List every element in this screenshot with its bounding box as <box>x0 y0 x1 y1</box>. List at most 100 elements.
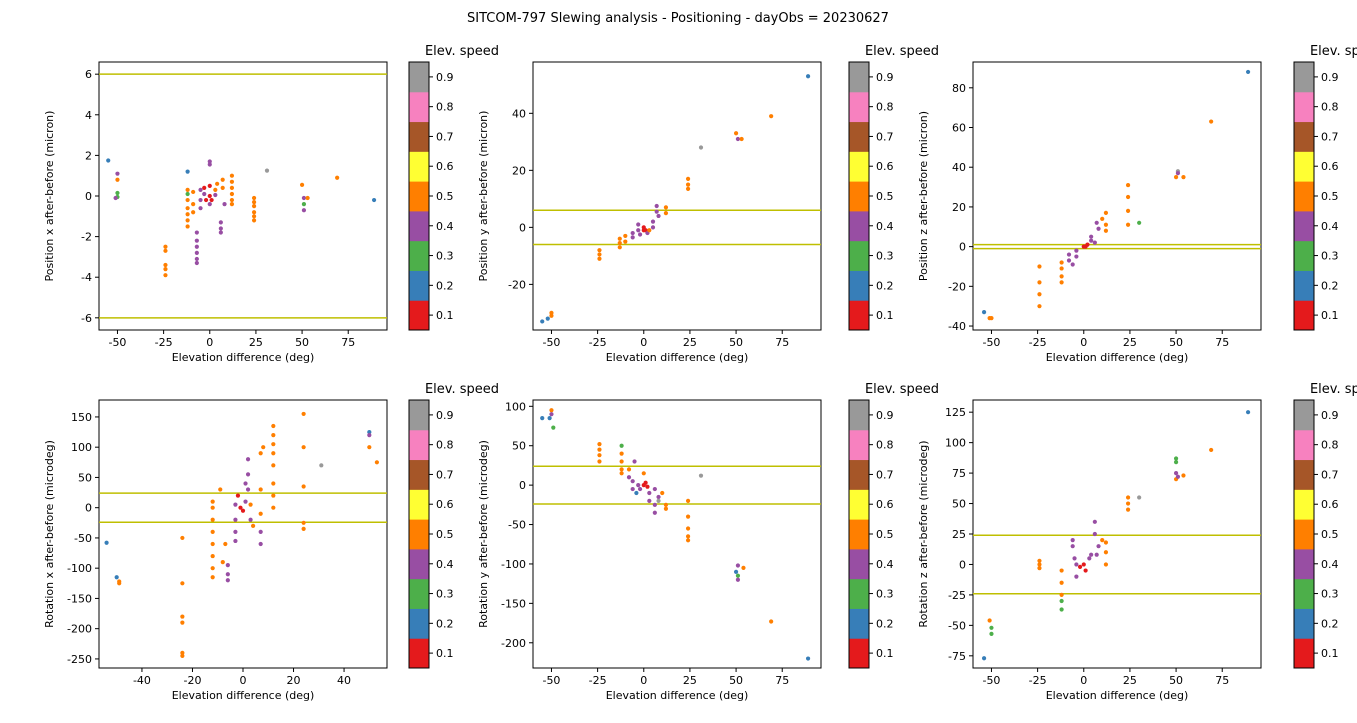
data-point <box>218 230 223 235</box>
y-tick-label: 50 <box>512 440 526 453</box>
colorbar-segment <box>409 519 429 550</box>
colorbar: 0.1 0.2 0.3 0.4 0.5 0.6 0.7 0.8 0.9 Elev. speed <box>1293 44 1357 331</box>
x-tick-label: 50 <box>295 336 309 349</box>
data-point <box>1209 447 1214 453</box>
data-point <box>194 230 199 235</box>
data-point <box>213 192 218 198</box>
x-tick-label: -50 <box>982 674 1000 687</box>
data-point <box>1037 280 1042 285</box>
data-point <box>251 523 256 528</box>
colorbar-tick-label: 0.9 <box>876 409 894 422</box>
data-point <box>1175 171 1181 176</box>
subplot-2: -50 -25 0 25 50 75 -20 0 20 40 Elevation differenc… <box>477 44 939 364</box>
colorbar-segment <box>849 270 869 301</box>
data-point <box>233 517 238 522</box>
colorbar-segment <box>849 210 869 242</box>
colorbar-tick-label: 0.2 <box>876 617 894 630</box>
colorbar-segment <box>849 489 869 520</box>
colorbar-tick-label: 0.3 <box>1321 250 1339 263</box>
y-tick-label: 40 <box>512 107 526 120</box>
data-point <box>115 190 120 196</box>
colorbar-segment <box>409 489 429 520</box>
colorbar-tick-label: 0.2 <box>876 279 894 292</box>
data-point <box>1092 240 1097 245</box>
data-point <box>222 202 227 207</box>
data-point <box>243 499 248 504</box>
colorbar-segment <box>409 608 429 639</box>
data-point <box>1087 556 1092 561</box>
y-tick-label: 75 <box>952 467 966 480</box>
data-point <box>185 212 190 217</box>
colorbar-tick-label: 0.5 <box>876 528 894 541</box>
data-point <box>194 256 199 262</box>
colorbar-segment <box>409 240 429 271</box>
colorbar-tick-label: 0.3 <box>436 250 454 263</box>
data-point <box>229 191 235 197</box>
data-point <box>741 565 746 570</box>
data-point <box>597 442 602 447</box>
y-tick-label: 80 <box>952 82 966 95</box>
data-point <box>1125 208 1131 213</box>
data-point <box>198 187 203 193</box>
colorbar-label: Elev. speed <box>425 44 499 59</box>
colorbar-segment <box>1294 548 1314 580</box>
data-point <box>210 517 215 522</box>
y-axis-label: Rotation x after-before (microdeg) <box>43 440 56 628</box>
data-point <box>619 443 624 448</box>
data-point <box>685 498 691 503</box>
data-point <box>1094 220 1099 225</box>
subplot-3: -50 -25 0 25 50 75 -40 -20 0 20 40 60 80 Elevation di… <box>917 44 1357 364</box>
data-point <box>1070 544 1075 549</box>
subplot-6: -50 -25 0 25 50 75 -75 -50 -25 0 25 50 75 100 125 Eleva… <box>917 382 1357 702</box>
data-point <box>1125 507 1131 512</box>
colorbar-tick-label: 0.9 <box>1321 409 1339 422</box>
colorbar-tick-label: 0.9 <box>876 71 894 84</box>
y-tick-label: 100 <box>945 437 966 450</box>
data-point <box>115 171 120 176</box>
colorbar-tick-label: 0.3 <box>1321 588 1339 601</box>
colorbar-segment <box>849 91 869 123</box>
colorbar-tick-label: 0.5 <box>436 190 454 203</box>
data-point <box>630 486 635 492</box>
data-point <box>185 197 190 203</box>
data-point <box>198 197 203 203</box>
y-tick-label: 60 <box>952 122 966 135</box>
data-point <box>202 191 207 197</box>
data-point <box>1092 519 1097 524</box>
colorbar-segment <box>1294 121 1314 152</box>
data-point <box>617 245 622 250</box>
colorbar-segment <box>1294 519 1314 550</box>
plot-content <box>99 411 387 659</box>
data-point <box>735 563 741 568</box>
data-point <box>652 486 657 492</box>
data-point <box>597 248 602 253</box>
x-tick-label: -20 <box>183 674 201 687</box>
data-point <box>367 445 372 450</box>
y-tick-label: -20 <box>508 278 526 291</box>
colorbar-tick-label: 0.6 <box>1321 160 1339 173</box>
data-point <box>1089 552 1094 557</box>
data-point <box>301 445 306 450</box>
y-tick-label: -250 <box>67 653 92 666</box>
y-tick-label: 150 <box>71 411 92 424</box>
data-point <box>733 569 739 574</box>
colorbar-tick-label: 0.4 <box>436 558 454 571</box>
data-point <box>685 176 691 181</box>
data-point <box>1037 304 1042 309</box>
colorbar-tick-label: 0.7 <box>876 130 894 143</box>
x-tick-label: -50 <box>982 336 1000 349</box>
colorbar-tick-label: 0.8 <box>1321 101 1339 114</box>
data-point <box>202 185 207 190</box>
data-point <box>1074 248 1079 253</box>
data-point <box>636 483 641 488</box>
data-point <box>301 520 306 525</box>
y-tick-label: 0 <box>85 190 92 203</box>
colorbar-label: Elev. speed <box>425 382 499 397</box>
data-point <box>805 74 811 79</box>
colorbar-segment <box>409 121 429 152</box>
colorbar-segment <box>849 459 869 490</box>
colorbar-segment <box>1294 300 1314 331</box>
data-point <box>1137 495 1142 500</box>
colorbar-tick-label: 0.5 <box>1321 190 1339 203</box>
data-point <box>240 508 246 513</box>
